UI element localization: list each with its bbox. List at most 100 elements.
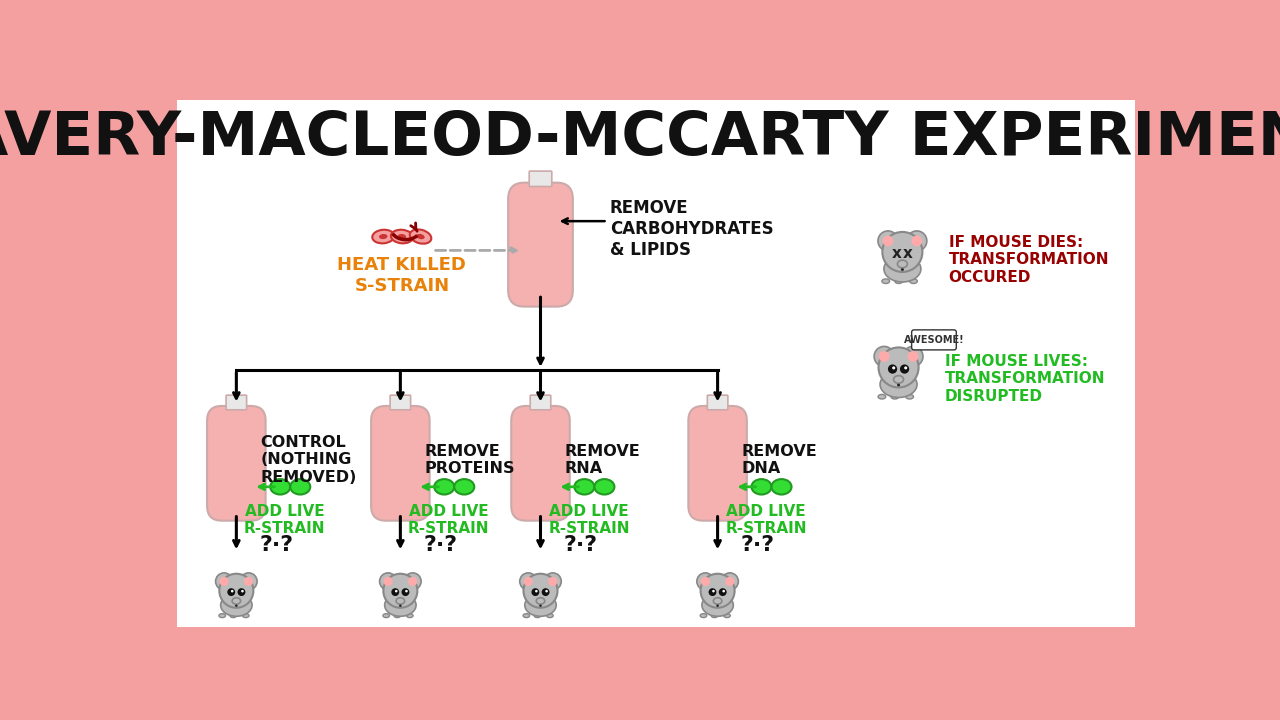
Circle shape (878, 231, 899, 251)
Circle shape (380, 573, 397, 590)
Circle shape (882, 232, 923, 272)
Ellipse shape (897, 384, 900, 387)
Text: REMOVE
CARBOHYDRATES
& LIPIDS: REMOVE CARBOHYDRATES & LIPIDS (609, 199, 773, 258)
FancyBboxPatch shape (227, 395, 247, 410)
Circle shape (902, 346, 923, 366)
Circle shape (548, 577, 557, 586)
Circle shape (900, 364, 909, 374)
Circle shape (238, 588, 246, 596)
Ellipse shape (534, 613, 540, 618)
FancyBboxPatch shape (390, 395, 411, 410)
Ellipse shape (399, 605, 402, 607)
Ellipse shape (547, 613, 553, 618)
Text: REMOVE
DNA: REMOVE DNA (741, 444, 817, 476)
Circle shape (700, 577, 710, 586)
Circle shape (241, 590, 243, 593)
Ellipse shape (242, 613, 250, 618)
Text: REMOVE
RNA: REMOVE RNA (564, 444, 640, 476)
FancyBboxPatch shape (911, 330, 956, 350)
Ellipse shape (220, 594, 252, 616)
FancyBboxPatch shape (371, 406, 430, 521)
Ellipse shape (219, 613, 225, 618)
Ellipse shape (539, 605, 541, 607)
Text: ADD LIVE
R-STRAIN: ADD LIVE R-STRAIN (726, 504, 806, 536)
Ellipse shape (895, 279, 902, 284)
FancyBboxPatch shape (207, 406, 266, 521)
Ellipse shape (881, 372, 916, 397)
Circle shape (215, 573, 233, 590)
FancyBboxPatch shape (689, 406, 746, 521)
Circle shape (904, 366, 908, 369)
Circle shape (535, 590, 538, 593)
Text: HEAT KILLED
S-STRAIN: HEAT KILLED S-STRAIN (338, 256, 466, 294)
Ellipse shape (410, 230, 431, 243)
Circle shape (883, 235, 893, 246)
Circle shape (230, 590, 233, 593)
Circle shape (219, 577, 229, 586)
Circle shape (888, 364, 897, 374)
Circle shape (524, 574, 558, 608)
Circle shape (700, 574, 735, 608)
Ellipse shape (372, 230, 394, 243)
Circle shape (908, 351, 918, 362)
Text: REMOVE
PROTEINS: REMOVE PROTEINS (424, 444, 515, 476)
Ellipse shape (536, 598, 545, 604)
Ellipse shape (230, 613, 237, 618)
Ellipse shape (270, 479, 291, 495)
Ellipse shape (236, 605, 238, 607)
Ellipse shape (390, 230, 413, 243)
Circle shape (396, 590, 398, 593)
Circle shape (726, 577, 735, 586)
Circle shape (878, 348, 919, 387)
Circle shape (722, 590, 724, 593)
Ellipse shape (701, 594, 733, 616)
Ellipse shape (407, 613, 413, 618)
FancyBboxPatch shape (177, 100, 1135, 627)
Ellipse shape (594, 479, 614, 495)
Ellipse shape (525, 594, 557, 616)
Text: ADD LIVE
R-STRAIN: ADD LIVE R-STRAIN (408, 504, 490, 536)
Circle shape (244, 577, 253, 586)
Text: x: x (892, 246, 901, 261)
Circle shape (541, 588, 549, 596)
Circle shape (544, 573, 561, 590)
Text: AWESOME!: AWESOME! (904, 335, 964, 345)
Ellipse shape (884, 256, 920, 282)
Circle shape (392, 588, 399, 596)
Ellipse shape (751, 479, 772, 495)
Ellipse shape (434, 479, 454, 495)
Ellipse shape (901, 269, 904, 271)
Ellipse shape (891, 395, 899, 399)
Circle shape (384, 577, 393, 586)
Circle shape (709, 588, 717, 596)
Circle shape (383, 574, 417, 608)
Text: ADD LIVE
R-STRAIN: ADD LIVE R-STRAIN (548, 504, 630, 536)
Circle shape (520, 573, 536, 590)
Circle shape (524, 577, 532, 586)
FancyBboxPatch shape (529, 171, 552, 186)
Circle shape (241, 573, 257, 590)
Ellipse shape (396, 598, 404, 604)
Circle shape (531, 588, 539, 596)
Circle shape (879, 351, 890, 362)
Text: ?·?: ?·? (741, 534, 774, 554)
Text: ADD LIVE
R-STRAIN: ADD LIVE R-STRAIN (244, 504, 325, 536)
Ellipse shape (291, 479, 310, 495)
FancyBboxPatch shape (508, 183, 573, 307)
Ellipse shape (454, 479, 475, 495)
Ellipse shape (383, 613, 389, 618)
Text: AVERY-MACLEOD-MCCARTY EXPERIMENT: AVERY-MACLEOD-MCCARTY EXPERIMENT (0, 109, 1280, 168)
FancyBboxPatch shape (530, 395, 550, 410)
Text: IF MOUSE DIES:
TRANSFORMATION
OCCURED: IF MOUSE DIES: TRANSFORMATION OCCURED (948, 235, 1108, 284)
Ellipse shape (906, 395, 914, 399)
Ellipse shape (893, 376, 904, 383)
Circle shape (408, 577, 417, 586)
Circle shape (404, 573, 421, 590)
Ellipse shape (723, 613, 731, 618)
Text: ?·?: ?·? (260, 534, 293, 554)
Ellipse shape (398, 234, 406, 239)
Circle shape (911, 235, 922, 246)
Ellipse shape (700, 613, 707, 618)
Ellipse shape (394, 613, 401, 618)
FancyBboxPatch shape (511, 406, 570, 521)
